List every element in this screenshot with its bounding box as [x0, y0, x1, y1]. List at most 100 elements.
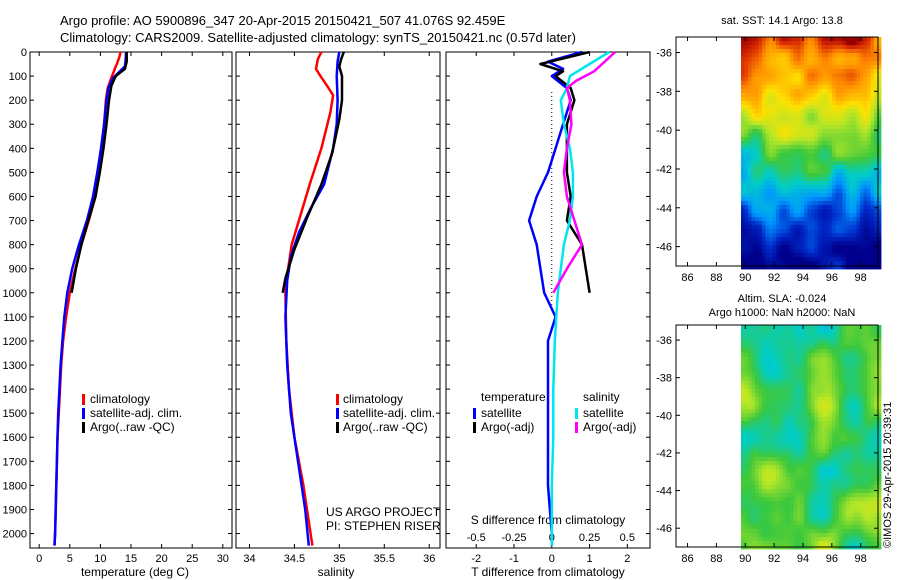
map-pixel: [814, 365, 819, 370]
map-pixel: [807, 509, 812, 514]
map-pixel: [797, 393, 801, 398]
map-pixel: [751, 69, 756, 74]
map-pixel: [828, 357, 833, 362]
map-pixel: [828, 133, 833, 138]
map-pixel: [828, 69, 833, 74]
map-pixel: [755, 521, 759, 526]
map-pixel: [758, 93, 763, 98]
map-pixel: [783, 65, 787, 70]
map-pixel: [821, 437, 826, 442]
map-pixel: [793, 469, 798, 474]
map-pixel: [800, 161, 805, 166]
map-pixel: [849, 357, 854, 362]
map-pixel: [860, 373, 864, 378]
map-pixel: [832, 373, 836, 378]
map-pixel: [744, 185, 749, 190]
map-pixel: [751, 185, 756, 190]
map-pixel: [744, 537, 749, 542]
map-pixel: [818, 77, 822, 82]
map-pixel: [765, 161, 770, 166]
map-pixel: [800, 193, 805, 198]
map-pixel: [769, 341, 773, 346]
map-pixel: [842, 533, 847, 538]
map-pixel: [874, 421, 878, 426]
map-pixel: [748, 129, 752, 134]
map-pixel: [832, 97, 836, 102]
map-pixel: [814, 517, 819, 522]
map-pixel: [842, 405, 847, 410]
map-pixel: [863, 233, 868, 238]
map-pixel: [793, 233, 798, 238]
map-pixel: [877, 209, 882, 214]
map-pixel: [867, 345, 871, 350]
map-pixel: [846, 401, 850, 406]
map-pixel: [744, 397, 749, 402]
map-pixel: [842, 77, 847, 82]
map-pixel: [748, 109, 752, 114]
map-pixel: [762, 233, 766, 238]
map-pixel: [765, 453, 770, 458]
map-pixel: [765, 381, 770, 386]
map-pixel: [811, 141, 815, 146]
map-pixel: [748, 93, 752, 98]
map-pixel: [849, 173, 854, 178]
map-pixel: [874, 257, 878, 262]
map-pixel: [874, 105, 878, 110]
map-pixel: [807, 125, 812, 130]
map-pixel: [772, 225, 777, 230]
map-pixel: [772, 397, 777, 402]
map-pixel: [779, 457, 784, 462]
map-pixel: [870, 533, 875, 538]
map-pixel: [744, 257, 749, 262]
map-pixel: [786, 365, 791, 370]
map-pixel: [846, 433, 850, 438]
map-pixel: [853, 73, 857, 78]
map-pixel: [818, 349, 822, 354]
map-pixel: [856, 173, 861, 178]
map-pixel: [835, 189, 840, 194]
map-pixel: [744, 61, 749, 66]
map-pixel: [860, 481, 864, 486]
map-pixel: [860, 129, 864, 134]
map-pixel: [776, 185, 780, 190]
map-pixel: [870, 121, 875, 126]
map-pixel: [849, 493, 854, 498]
map-pixel: [811, 505, 815, 510]
map-pixel: [800, 421, 805, 426]
map-pixel: [877, 221, 882, 226]
map-pixel: [846, 221, 850, 226]
map-pixel: [825, 221, 829, 226]
map-pixel: [786, 469, 791, 474]
map-pixel: [853, 53, 857, 58]
map-pixel: [804, 453, 808, 458]
map-pixel: [807, 513, 812, 518]
map-pixel: [853, 441, 857, 446]
map-pixel: [835, 229, 840, 234]
map-pixel: [863, 173, 868, 178]
map-pixel: [790, 353, 794, 358]
map-pixel: [741, 73, 745, 78]
map-pixel: [776, 169, 780, 174]
map-pixel: [804, 245, 808, 250]
map-pixel: [814, 37, 819, 42]
map-pixel: [751, 353, 756, 358]
map-pixel: [839, 417, 843, 422]
map-pixel: [804, 213, 808, 218]
map-pixel: [786, 253, 791, 258]
map-pixel: [744, 109, 749, 114]
map-pixel: [748, 49, 752, 54]
map-pixel: [786, 341, 791, 346]
map-pixel: [825, 413, 829, 418]
map-pixel: [765, 237, 770, 242]
map-pixel: [790, 521, 794, 526]
map-pixel: [874, 61, 878, 66]
map-pixel: [849, 381, 854, 386]
map-pixel: [797, 169, 801, 174]
map-pixel: [870, 161, 875, 166]
map-pixel: [870, 169, 875, 174]
map-pixel: [870, 381, 875, 386]
map-pixel: [832, 201, 836, 206]
map-pixel: [758, 361, 763, 366]
map-pixel: [821, 377, 826, 382]
map-pixel: [860, 249, 864, 254]
